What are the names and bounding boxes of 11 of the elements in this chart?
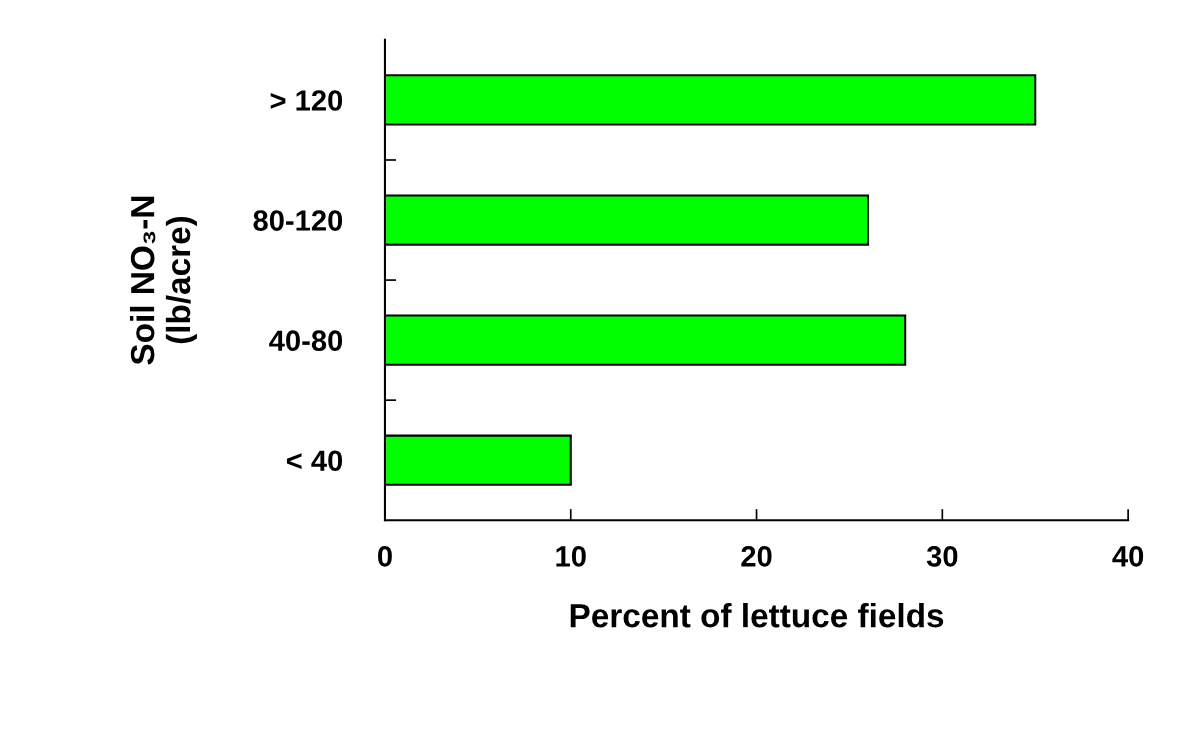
x-axis-title: Percent of lettuce fields	[570, 603, 944, 628]
x-tick-label: 40	[1112, 546, 1144, 567]
x-tick-label: 20	[741, 546, 772, 567]
x-tick-label: 0	[378, 546, 392, 567]
y-axis-title: Soil NO₃-N (lb/acre)	[129, 196, 197, 365]
y-tick-label: 80-120	[253, 210, 343, 231]
x-tick-label: 30	[926, 546, 958, 567]
y-tick-label: 40-80	[269, 330, 343, 351]
y-tick-label: < 40	[286, 450, 343, 472]
y-tick-label: > 120	[270, 90, 343, 111]
x-tick-label: 10	[556, 546, 586, 567]
